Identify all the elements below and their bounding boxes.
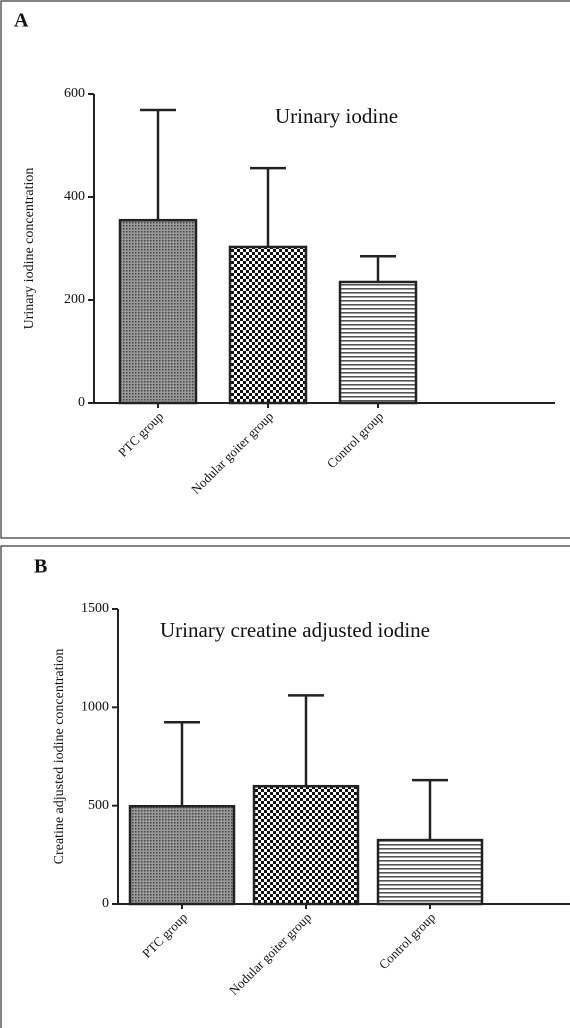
- panel-label: A: [14, 10, 29, 32]
- x-tick-label: PTC group: [115, 409, 166, 460]
- panel-label: B: [34, 556, 47, 578]
- x-tick-label: Control group: [376, 910, 438, 972]
- x-tick-label: Nodular goiter group: [226, 910, 314, 998]
- y-axis-label: Urinary iodine concentration: [22, 168, 37, 330]
- bar: [128, 805, 236, 906]
- x-tick-label: PTC group: [139, 910, 190, 961]
- bar: [118, 218, 198, 405]
- y-tick-label: 1000: [81, 700, 109, 715]
- y-tick-label: 200: [64, 292, 85, 307]
- chart-title: Urinary creatine adjusted iodine: [160, 618, 430, 642]
- bar: [228, 245, 308, 405]
- x-tick-label: Nodular goiter group: [188, 409, 276, 497]
- y-axis-label: Creatine adjusted iodine concentration: [52, 649, 67, 865]
- y-tick-label: 0: [78, 395, 85, 410]
- bar: [338, 280, 418, 405]
- y-tick-label: 500: [88, 798, 109, 813]
- panel-frame: [0, 0, 570, 539]
- y-tick-label: 0: [102, 896, 109, 911]
- bar: [376, 838, 484, 906]
- bar: [252, 784, 360, 906]
- x-tick-label: Control group: [324, 409, 386, 471]
- chart-title: Urinary iodine: [275, 104, 398, 128]
- y-tick-label: 400: [64, 189, 85, 204]
- panel-frame: [0, 545, 570, 1028]
- y-tick-label: 1500: [81, 601, 109, 616]
- y-tick-label: 600: [64, 86, 85, 101]
